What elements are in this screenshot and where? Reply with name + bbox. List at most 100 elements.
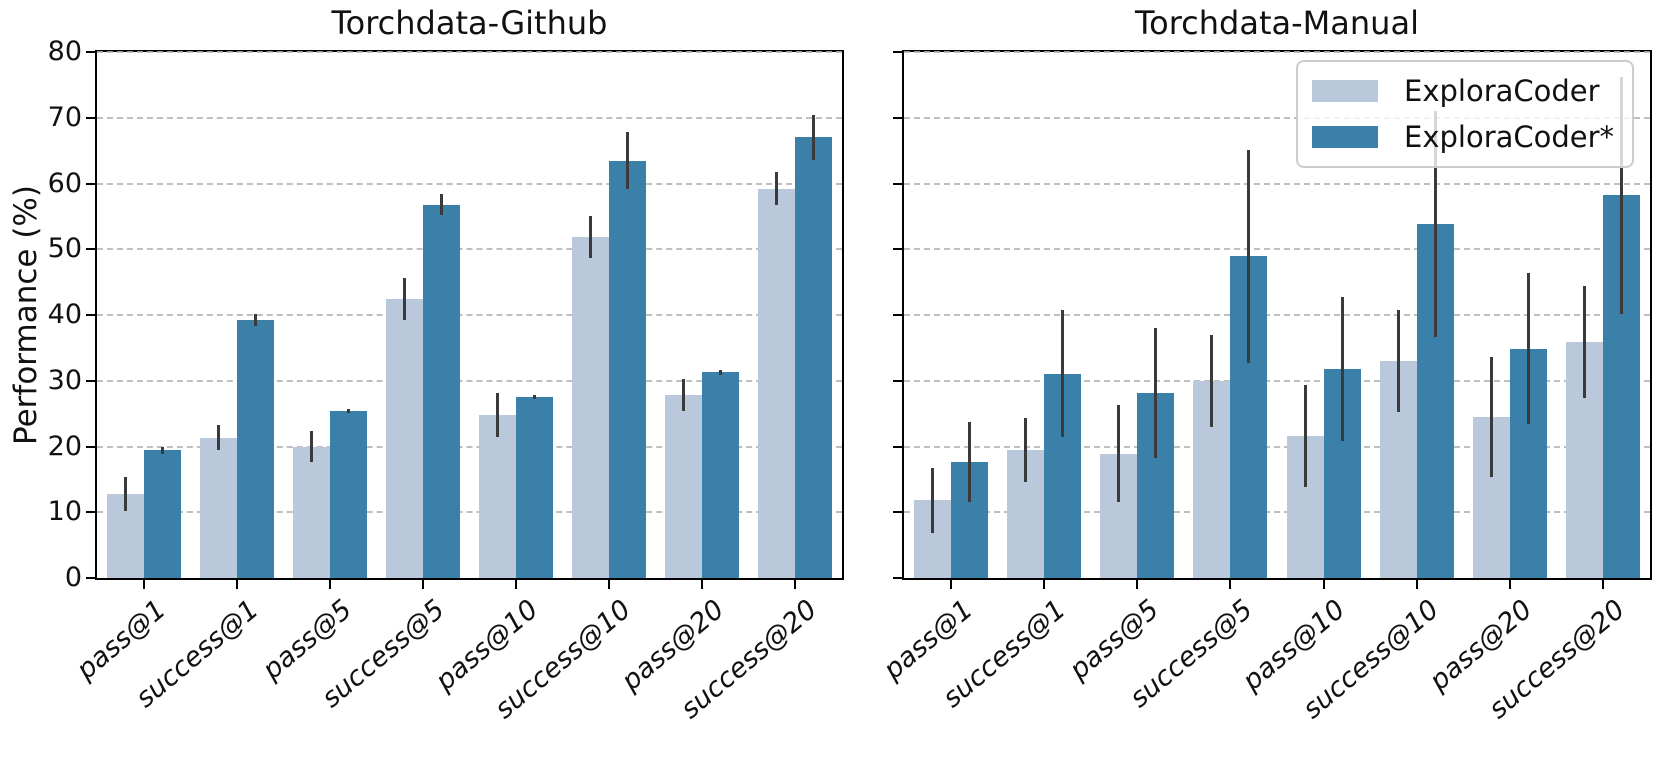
error-bar-exploracoder-success@20 bbox=[1583, 286, 1587, 398]
error-bar-exploracoder-star-pass@20 bbox=[1527, 272, 1531, 425]
y-tick-label-40: 40 bbox=[47, 299, 82, 330]
error-bar-exploracoder-star-pass@1 bbox=[160, 446, 164, 455]
legend-item-exploracoder: ExploraCoder bbox=[1312, 74, 1632, 108]
gridline-40 bbox=[97, 314, 842, 316]
gridline-40 bbox=[904, 314, 1650, 316]
error-bar-exploracoder-star-success@5 bbox=[439, 194, 443, 216]
gridline-50 bbox=[97, 248, 842, 251]
y-tick-mark-0 bbox=[893, 577, 902, 579]
bar-exploracoder-pass@5 bbox=[292, 446, 330, 578]
error-bar-exploracoder-pass@5 bbox=[1117, 405, 1121, 503]
y-tick-mark-80 bbox=[893, 51, 902, 53]
gridline-80 bbox=[904, 51, 1650, 53]
y-tick-mark-30 bbox=[893, 379, 902, 382]
x-tick-mark-success@1 bbox=[235, 580, 238, 589]
plot-area-torchdata-github bbox=[95, 50, 844, 580]
y-tick-mark-30 bbox=[86, 379, 95, 382]
y-tick-mark-60 bbox=[893, 182, 902, 185]
y-tick-mark-20 bbox=[893, 445, 902, 448]
x-tick-mark-pass@1 bbox=[949, 580, 952, 589]
bar-exploracoder-pass@10 bbox=[479, 414, 517, 578]
y-tick-mark-60 bbox=[86, 182, 95, 185]
y-tick-mark-80 bbox=[86, 51, 95, 53]
gridline-60 bbox=[97, 182, 842, 185]
bar-exploracoder-star-success@1 bbox=[236, 319, 274, 578]
error-bar-exploracoder-success@20 bbox=[775, 172, 779, 206]
error-bar-exploracoder-star-pass@5 bbox=[1154, 327, 1158, 458]
bar-exploracoder-star-success@20 bbox=[795, 137, 833, 578]
error-bar-exploracoder-pass@1 bbox=[123, 476, 127, 511]
x-tick-mark-success@20 bbox=[794, 580, 797, 589]
y-tick-label-0: 0 bbox=[64, 562, 82, 593]
y-tick-mark-10 bbox=[86, 511, 95, 514]
error-bar-exploracoder-star-success@20 bbox=[1620, 77, 1624, 314]
error-bar-exploracoder-pass@20 bbox=[682, 379, 686, 411]
error-bar-exploracoder-star-success@10 bbox=[626, 131, 630, 190]
bar-exploracoder-success@10 bbox=[572, 237, 610, 578]
gridline-80 bbox=[97, 51, 842, 53]
x-tick-mark-pass@10 bbox=[515, 580, 518, 589]
y-tick-label-60: 60 bbox=[47, 167, 82, 199]
bar-exploracoder-pass@20 bbox=[665, 395, 703, 578]
legend-swatch-exploracoder bbox=[1312, 80, 1378, 102]
legend-swatch-exploracoder-star bbox=[1312, 126, 1378, 148]
error-bar-exploracoder-pass@1 bbox=[930, 468, 934, 533]
legend-item-exploracoder-star: ExploraCoder* bbox=[1312, 120, 1632, 154]
gridline-20 bbox=[97, 445, 842, 448]
gridline-50 bbox=[904, 248, 1650, 251]
legend-label-exploracoder: ExploraCoder bbox=[1404, 74, 1600, 108]
x-tick-mark-success@5 bbox=[421, 580, 424, 589]
y-tick-label-10: 10 bbox=[47, 496, 82, 528]
y-tick-mark-20 bbox=[86, 445, 95, 448]
error-bar-exploracoder-star-success@1 bbox=[1060, 310, 1064, 437]
error-bar-exploracoder-star-pass@5 bbox=[346, 409, 350, 413]
bar-exploracoder-success@1 bbox=[199, 437, 237, 578]
error-bar-exploracoder-star-pass@20 bbox=[719, 369, 723, 375]
error-bar-exploracoder-success@10 bbox=[589, 216, 593, 259]
gridline-70 bbox=[97, 116, 842, 119]
error-bar-exploracoder-pass@20 bbox=[1490, 357, 1494, 477]
gridline-10 bbox=[97, 511, 842, 514]
error-bar-exploracoder-star-success@1 bbox=[253, 313, 257, 326]
error-bar-exploracoder-pass@10 bbox=[496, 393, 500, 437]
error-bar-exploracoder-success@10 bbox=[1396, 310, 1400, 412]
bar-exploracoder-success@20 bbox=[758, 188, 796, 578]
gridline-70 bbox=[904, 116, 1650, 119]
chart-title-torchdata-github: Torchdata-Github bbox=[331, 4, 608, 42]
legend-label-exploracoder-star: ExploraCoder* bbox=[1404, 120, 1615, 154]
x-tick-mark-pass@20 bbox=[1509, 580, 1512, 589]
chart-title-torchdata-manual: Torchdata-Manual bbox=[1135, 4, 1419, 42]
bar-exploracoder-star-success@5 bbox=[422, 204, 460, 578]
x-tick-mark-pass@10 bbox=[1322, 580, 1325, 589]
x-tick-mark-success@5 bbox=[1229, 580, 1232, 589]
legend: ExploraCoder ExploraCoder* bbox=[1296, 60, 1634, 168]
error-bar-exploracoder-success@5 bbox=[1210, 334, 1214, 427]
y-tick-label-30: 30 bbox=[47, 364, 82, 396]
x-tick-mark-success@10 bbox=[1415, 580, 1418, 589]
error-bar-exploracoder-star-pass@1 bbox=[967, 422, 971, 503]
x-tick-mark-pass@20 bbox=[701, 580, 704, 589]
x-tick-mark-pass@5 bbox=[328, 580, 331, 589]
bar-exploracoder-star-success@10 bbox=[609, 160, 647, 578]
gridline-60 bbox=[904, 182, 1650, 185]
bar-exploracoder-star-pass@20 bbox=[702, 372, 740, 578]
error-bar-exploracoder-pass@10 bbox=[1303, 384, 1307, 488]
error-bar-exploracoder-star-pass@10 bbox=[533, 394, 537, 399]
y-tick-mark-40 bbox=[86, 314, 95, 316]
y-tick-mark-0 bbox=[86, 577, 95, 579]
y-tick-mark-70 bbox=[86, 116, 95, 119]
y-tick-mark-50 bbox=[86, 248, 95, 251]
error-bar-exploracoder-star-pass@10 bbox=[1340, 296, 1344, 442]
y-tick-mark-70 bbox=[893, 116, 902, 119]
gridline-30 bbox=[97, 379, 842, 382]
error-bar-exploracoder-success@5 bbox=[402, 278, 406, 321]
error-bar-exploracoder-success@1 bbox=[216, 425, 220, 451]
y-tick-mark-40 bbox=[893, 314, 902, 316]
x-tick-mark-pass@1 bbox=[142, 580, 145, 589]
bar-exploracoder-star-pass@5 bbox=[329, 411, 367, 578]
gridline-20 bbox=[904, 445, 1650, 448]
gridline-10 bbox=[904, 511, 1650, 514]
bar-exploracoder-star-pass@1 bbox=[143, 450, 181, 578]
y-tick-label-50: 50 bbox=[47, 233, 82, 265]
